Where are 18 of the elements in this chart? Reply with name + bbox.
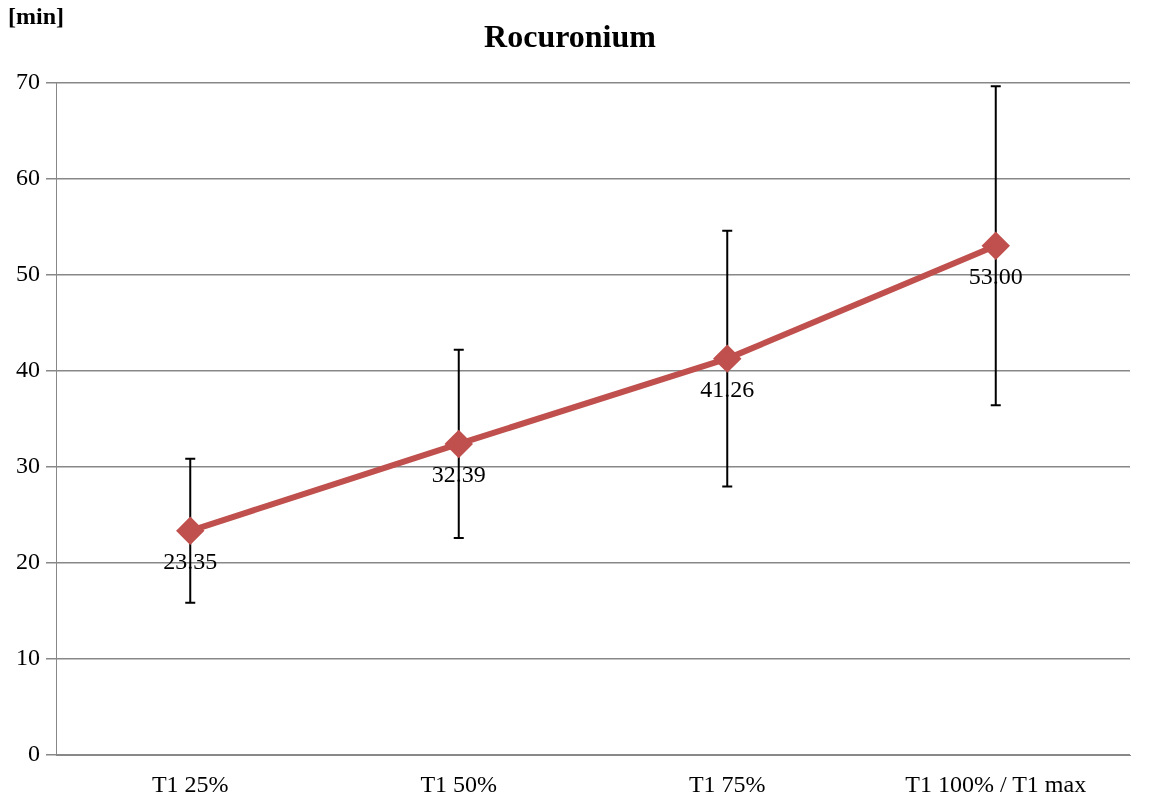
y-tick-label: 50 <box>16 259 40 286</box>
point <box>714 345 741 372</box>
y-tick-label: 70 <box>16 67 40 94</box>
x-tick-label: T1 25% <box>151 770 229 797</box>
x-tick-label: T1 50% <box>420 770 498 797</box>
chart-title: Rocuronium <box>484 18 657 55</box>
y-tick-label: 60 <box>16 163 40 190</box>
y-tick-label: 40 <box>16 356 40 383</box>
point <box>177 517 204 544</box>
point <box>982 232 1009 259</box>
x-tick-label: T1 75% <box>688 770 766 797</box>
point <box>445 430 472 457</box>
x-tick-label: T1 100% / T1 max <box>905 770 1087 797</box>
y-tick-label: 20 <box>16 548 40 575</box>
y-tick-label: 30 <box>16 452 40 479</box>
y-tick-label: 10 <box>16 644 40 671</box>
y-tick-label: 0 <box>28 740 40 767</box>
y-axis-title: [min] <box>8 3 64 30</box>
